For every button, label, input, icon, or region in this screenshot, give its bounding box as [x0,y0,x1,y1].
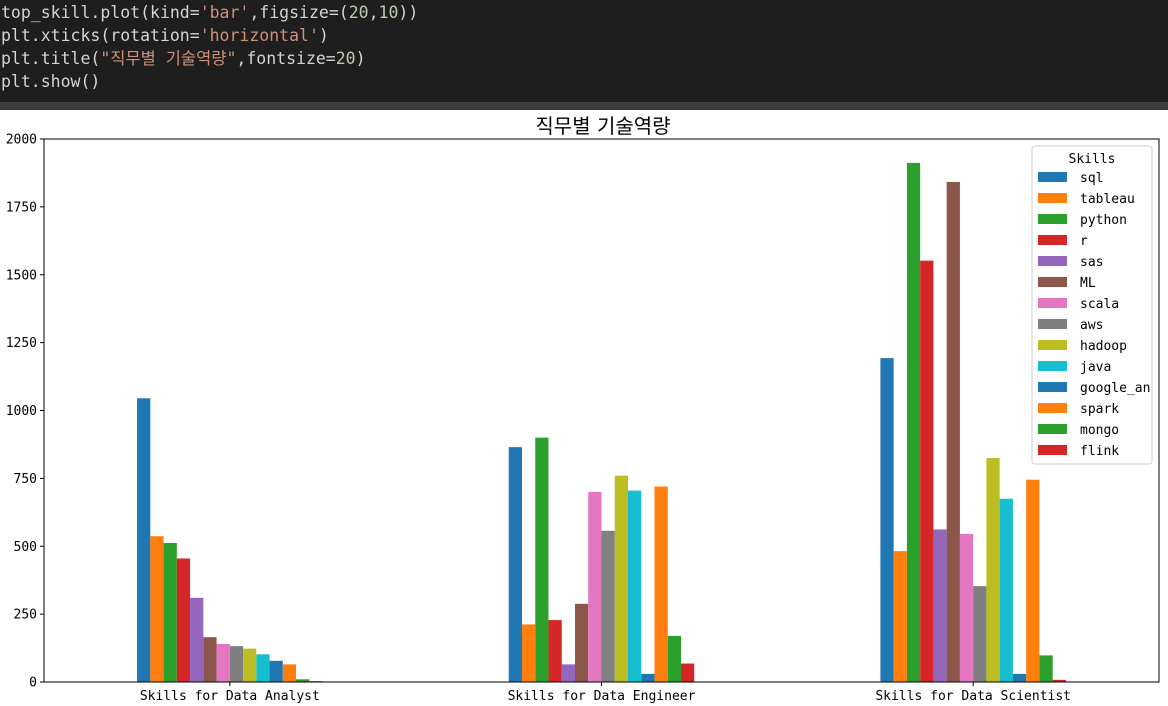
x-tick-label-3: Skills for Data Scientist [875,689,1071,704]
legend-label-scala: scala [1080,297,1119,312]
bar-mongo-2 [667,635,681,682]
bar-aws-3 [973,586,987,682]
bar-chart: 직무별 기술역량 025050075010001250150017502000 … [6,114,1160,704]
legend-swatch-google-an [1038,382,1067,392]
x-tick-label-2: Skills for Data Engineer [508,689,696,704]
bar-tableau-1 [150,536,164,682]
bar-ml-1 [203,637,217,682]
legend-swatch-python [1038,214,1067,224]
y-tick-label-1500: 1500 [6,268,37,283]
output-area: 직무별 기술역량 0 250 500 750 1000 1250 1500 1750 2000 … [0,110,1168,706]
bar-r-3 [920,260,934,682]
legend-label-hadoop: hadoop [1080,339,1127,354]
legend-items: sql tableau python r sas ML scala aws hadoop java… [1038,171,1150,459]
bar-scala-3 [959,534,974,682]
bar-tableau-2 [522,624,536,682]
chart-title: 직무별 기술역량 [535,114,670,138]
legend-label-tableau: tableau [1080,192,1135,207]
y-axis: 0 250 500 750 1000 1250 1500 1750 2000 [6,133,44,691]
legend-label-mongo: mongo [1080,423,1119,438]
bar-spark-1 [282,664,297,682]
bar-hadoop-3 [986,458,1000,682]
y-tick-label-2000: 2000 [6,133,37,148]
legend-label-python: python [1080,213,1127,228]
y-tick-label-250: 250 [14,608,37,623]
code-line-3: plt.title("직무별 기술역량",fontsize=20) [1,49,366,68]
legend: Skills sql tableau python r sas ML scala aws had… [1031,145,1153,465]
legend-swatch-tableau [1038,193,1067,203]
bar-sas-1 [190,597,204,682]
bar-sql-3 [880,358,894,682]
y-tick-label-750: 750 [14,472,37,487]
bar-google-an-1 [269,660,283,682]
legend-label-java: java [1080,360,1111,375]
legend-title: Skills [1069,152,1116,167]
legend-label-r: r [1080,234,1088,249]
bar-scala-1 [216,643,230,682]
bar-ml-3 [946,181,960,682]
bar-r-2 [548,620,562,682]
y-tick-label-0: 0 [29,676,37,691]
legend-label-google-an: google_an [1080,381,1150,396]
code-line-1: top_skill.plot(kind='bar',figsize=(20,10… [1,3,419,22]
legend-swatch-sql [1038,172,1067,182]
code-cell[interactable]: top_skill.plot(kind='bar',figsize=(20,10… [0,0,1168,102]
legend-swatch-aws [1038,319,1067,329]
bar-mongo-3 [1039,655,1053,682]
bar-tableau-3 [893,551,907,682]
bar-mongo-1 [296,679,310,682]
legend-label-sql: sql [1080,171,1103,186]
legend-label-sas: sas [1080,255,1103,270]
bar-hadoop-2 [614,475,628,682]
legend-label-spark: spark [1080,402,1119,417]
x-axis: Skills for Data Analyst Skills for Data E… [140,682,1071,704]
y-tick-label-1000: 1000 [6,404,37,419]
bar-r-1 [176,558,191,682]
legend-swatch-spark [1038,403,1067,413]
bar-hadoop-1 [243,648,257,682]
bar-java-3 [999,498,1013,682]
bar-ml-2 [575,603,589,682]
bar-java-1 [256,654,270,682]
bar-scala-2 [588,491,602,682]
bar-google-an-2 [641,673,655,682]
legend-label-aws: aws [1080,318,1103,333]
legend-swatch-hadoop [1038,340,1067,350]
bar-flink-2 [681,663,695,682]
bar-python-1 [163,542,177,682]
bars-group [137,162,1066,682]
legend-swatch-java [1038,361,1067,371]
legend-label-ml: ML [1080,276,1096,291]
legend-swatch-mongo [1038,424,1067,434]
bar-google-an-3 [1012,673,1027,682]
x-tick-label-1: Skills for Data Analyst [140,689,320,704]
bar-sas-3 [933,529,947,682]
legend-swatch-scala [1038,298,1067,308]
bar-python-2 [535,437,549,682]
y-tick-label-1750: 1750 [6,200,37,215]
legend-label-flink: flink [1080,444,1119,459]
bar-flink-3 [1052,679,1066,682]
bar-aws-1 [229,646,244,682]
bar-sas-2 [561,664,575,682]
bar-sql-1 [137,398,151,682]
bar-spark-3 [1026,479,1040,682]
legend-swatch-sas [1038,256,1067,266]
bar-spark-2 [654,486,668,682]
legend-swatch-ml [1038,277,1067,287]
bar-aws-2 [601,530,615,682]
bar-sql-2 [508,447,522,682]
code-line-4: plt.show() [1,72,101,91]
cell-separator [0,102,1168,110]
legend-swatch-flink [1038,445,1067,455]
code-line-2: plt.xticks(rotation='horizontal') [1,26,329,45]
legend-swatch-r [1038,235,1067,245]
bar-python-3 [906,162,921,682]
bar-java-2 [628,490,642,682]
y-tick-label-1250: 1250 [6,336,37,351]
y-tick-label-500: 500 [14,540,37,555]
